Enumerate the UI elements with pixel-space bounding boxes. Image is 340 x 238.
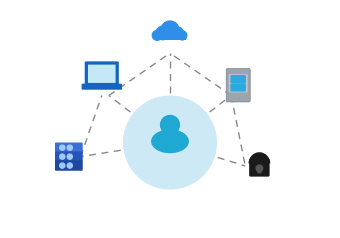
Ellipse shape bbox=[154, 130, 186, 150]
Ellipse shape bbox=[152, 130, 188, 153]
FancyBboxPatch shape bbox=[231, 75, 246, 83]
Circle shape bbox=[171, 27, 183, 39]
Circle shape bbox=[123, 95, 217, 189]
Circle shape bbox=[152, 30, 162, 40]
FancyBboxPatch shape bbox=[249, 159, 270, 177]
Circle shape bbox=[178, 31, 187, 40]
Circle shape bbox=[160, 115, 180, 134]
Circle shape bbox=[67, 154, 72, 159]
Circle shape bbox=[256, 165, 263, 172]
FancyBboxPatch shape bbox=[257, 167, 261, 174]
Bar bbox=[154, 33, 186, 40]
FancyBboxPatch shape bbox=[231, 83, 246, 92]
Circle shape bbox=[156, 26, 170, 40]
Circle shape bbox=[60, 154, 65, 159]
Circle shape bbox=[60, 163, 65, 168]
Circle shape bbox=[67, 145, 72, 150]
FancyBboxPatch shape bbox=[55, 143, 83, 153]
FancyBboxPatch shape bbox=[228, 74, 248, 84]
FancyBboxPatch shape bbox=[88, 64, 116, 83]
FancyBboxPatch shape bbox=[82, 84, 122, 90]
FancyBboxPatch shape bbox=[226, 69, 250, 102]
FancyBboxPatch shape bbox=[55, 160, 83, 171]
Circle shape bbox=[67, 163, 72, 168]
FancyBboxPatch shape bbox=[55, 151, 83, 162]
FancyBboxPatch shape bbox=[85, 61, 119, 86]
Circle shape bbox=[60, 145, 65, 150]
FancyBboxPatch shape bbox=[228, 82, 248, 93]
Circle shape bbox=[161, 21, 179, 39]
